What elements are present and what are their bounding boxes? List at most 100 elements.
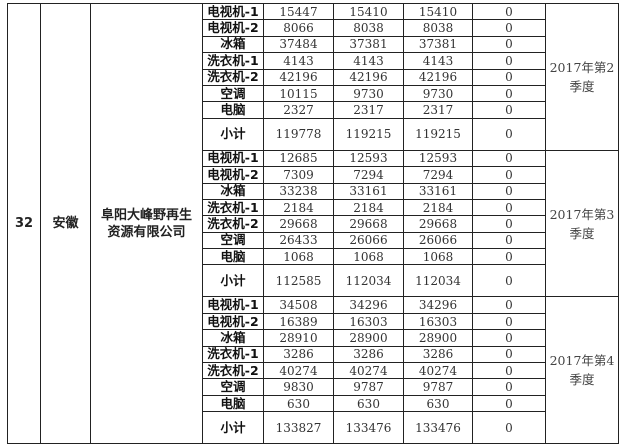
table-row: 空调 9830 9787 9787 0 xyxy=(8,378,619,396)
value-b: 15410 xyxy=(333,2,404,21)
item-name: 空调 xyxy=(202,231,264,250)
subtotal-row: 小计 119778 119215 119215 0 xyxy=(8,117,619,151)
item-name: 电视机-1 xyxy=(202,149,264,168)
value-a: 40274 xyxy=(263,362,334,380)
value-a: 15447 xyxy=(263,2,334,21)
value-a: 29668 xyxy=(263,215,334,233)
value-c: 2317 xyxy=(403,101,473,119)
table-row: 电视机-2 16389 16303 16303 0 xyxy=(8,312,619,331)
value-b: 9787 xyxy=(333,378,404,396)
quarter-cell: 2017年第4季度 xyxy=(545,296,619,444)
value-b: 8038 xyxy=(333,19,404,37)
value-a: 630 xyxy=(263,394,334,413)
item-name: 电视机-1 xyxy=(202,296,264,314)
value-d: 0 xyxy=(472,264,546,298)
table-row: 电脑 2327 2317 2317 0 xyxy=(8,101,619,119)
value-c: 40274 xyxy=(403,362,473,380)
value-d: 0 xyxy=(472,101,546,119)
recycling-data-table: 32 安徽 阜阳大峰野再生资源有限公司 电视机-1 15447 15410 15410 0 20… xyxy=(7,2,619,444)
value-c: 37381 xyxy=(403,35,473,54)
value-d: 0 xyxy=(472,117,546,151)
value-b: 112034 xyxy=(333,264,404,298)
item-name: 小计 xyxy=(202,264,264,298)
value-c: 26066 xyxy=(403,231,473,250)
quarter-cell: 2017年第3季度 xyxy=(545,149,619,298)
value-c: 630 xyxy=(403,394,473,413)
item-name: 洗衣机-2 xyxy=(202,215,264,233)
value-c: 12593 xyxy=(403,149,473,168)
item-name: 洗衣机-1 xyxy=(202,198,264,217)
item-name: 洗衣机-1 xyxy=(202,345,264,364)
item-name: 小计 xyxy=(202,117,264,151)
row-index: 32 xyxy=(7,2,41,444)
value-d: 0 xyxy=(472,329,546,347)
province-cell: 安徽 xyxy=(40,2,91,444)
value-d: 0 xyxy=(472,182,546,200)
item-name: 电脑 xyxy=(202,248,264,266)
value-a: 2327 xyxy=(263,101,334,119)
company-cell: 阜阳大峰野再生资源有限公司 xyxy=(90,2,203,444)
value-b: 16303 xyxy=(333,312,404,331)
value-b: 630 xyxy=(333,394,404,413)
table-row: 电脑 630 630 630 0 xyxy=(8,394,619,413)
value-a: 12685 xyxy=(263,149,334,168)
value-d: 0 xyxy=(472,362,546,380)
item-name: 空调 xyxy=(202,378,264,396)
value-b: 2184 xyxy=(333,198,404,217)
value-b: 33161 xyxy=(333,182,404,200)
value-b: 3286 xyxy=(333,345,404,364)
subtotal-row: 小计 112585 112034 112034 0 xyxy=(8,264,619,298)
value-b: 28900 xyxy=(333,329,404,347)
value-c: 3286 xyxy=(403,345,473,364)
quarter-cell: 2017年第2季度 xyxy=(545,3,619,151)
table-row: 电视机-2 8066 8038 8038 0 xyxy=(8,19,619,37)
value-c: 112034 xyxy=(403,264,473,298)
value-c: 8038 xyxy=(403,19,473,37)
table-row: 洗衣机-2 29668 29668 29668 0 xyxy=(8,215,619,233)
value-a: 3286 xyxy=(263,345,334,364)
value-c: 7294 xyxy=(403,166,473,184)
value-a: 37484 xyxy=(263,35,334,54)
table-row: 冰箱 28910 28900 28900 0 xyxy=(8,329,619,347)
item-name: 洗衣机-2 xyxy=(202,362,264,380)
value-d: 0 xyxy=(472,198,546,217)
value-d: 0 xyxy=(472,215,546,233)
value-c: 9787 xyxy=(403,378,473,396)
value-b: 12593 xyxy=(333,149,404,168)
value-b: 34296 xyxy=(333,296,404,314)
quarter-text: 2017年第2季度 xyxy=(549,59,615,94)
value-d: 0 xyxy=(472,378,546,396)
value-d: 0 xyxy=(472,248,546,266)
table-row: 电视机-1 34508 34296 34296 0 2017年第4季度 xyxy=(8,296,619,444)
value-c: 2184 xyxy=(403,198,473,217)
value-d: 0 xyxy=(472,52,546,70)
value-b: 26066 xyxy=(333,231,404,250)
value-a: 2184 xyxy=(263,198,334,217)
item-name: 洗衣机-2 xyxy=(202,68,264,86)
item-name: 电脑 xyxy=(202,101,264,119)
value-c: 34296 xyxy=(403,296,473,314)
value-c: 1068 xyxy=(403,248,473,266)
table-row: 电脑 1068 1068 1068 0 xyxy=(8,248,619,266)
value-c: 4143 xyxy=(403,52,473,70)
value-c: 15410 xyxy=(403,2,473,21)
value-b: 7294 xyxy=(333,166,404,184)
value-a: 34508 xyxy=(263,296,334,314)
value-c: 29668 xyxy=(403,215,473,233)
value-a: 1068 xyxy=(263,248,334,266)
value-b: 4143 xyxy=(333,52,404,70)
quarter-text: 2017年第4季度 xyxy=(549,353,615,388)
item-name: 洗衣机-1 xyxy=(202,52,264,70)
value-a: 42196 xyxy=(263,68,334,86)
item-name: 冰箱 xyxy=(202,182,264,200)
value-c: 16303 xyxy=(403,312,473,331)
value-b: 29668 xyxy=(333,215,404,233)
value-b: 1068 xyxy=(333,248,404,266)
value-d: 0 xyxy=(472,19,546,37)
value-d: 0 xyxy=(472,2,546,21)
item-name: 电脑 xyxy=(202,394,264,413)
value-a: 9830 xyxy=(263,378,334,396)
value-a: 26433 xyxy=(263,231,334,250)
value-c: 42196 xyxy=(403,68,473,86)
value-d: 0 xyxy=(472,394,546,413)
